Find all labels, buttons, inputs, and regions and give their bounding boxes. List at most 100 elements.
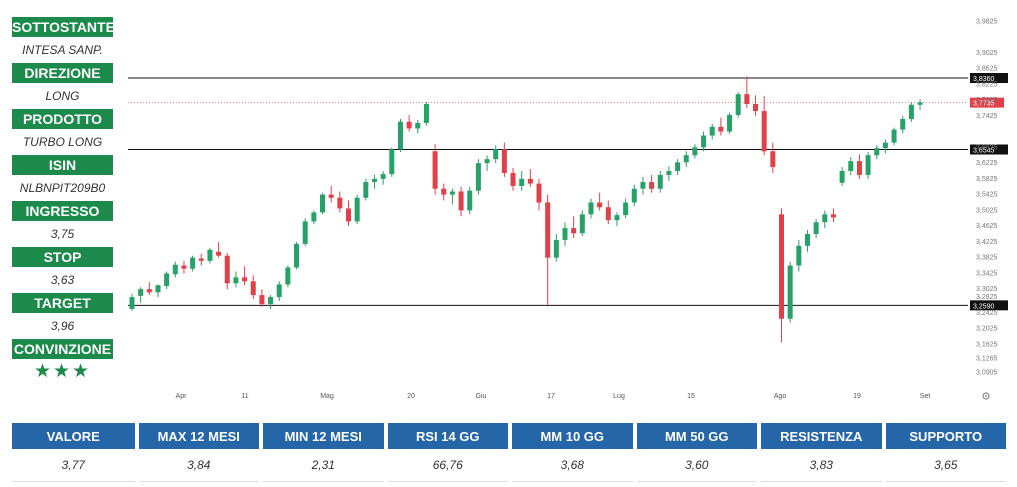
candle (389, 147, 395, 177)
candle-body (285, 267, 291, 285)
y-tick-label: 3,8225 (976, 81, 998, 88)
value-rsi-14-gg: 66,76 (385, 449, 512, 482)
candle (683, 151, 689, 168)
candle (727, 112, 733, 134)
candle (804, 230, 810, 252)
value-resistenza: 3,83 (759, 449, 886, 482)
candlestick-chart: 3,8360 3,6545 3,2590 3,7735 3,9825 3,9025 3,8… (128, 18, 1008, 400)
value-prodotto: TURBO LONG (22, 135, 103, 149)
candle-body (830, 214, 836, 218)
candle (908, 102, 914, 122)
candle-body (571, 228, 577, 234)
candle-body (493, 149, 499, 160)
candle-body (146, 289, 152, 293)
candle-body (294, 243, 300, 268)
value-valore: 3,77 (12, 449, 139, 482)
candle (579, 210, 585, 236)
x-tick-label: 19 (853, 393, 861, 400)
candle-body (320, 194, 326, 213)
y-tick-label: 3,9825 (976, 18, 998, 25)
candle-body (631, 188, 637, 203)
y-tick-label: 3,2825 (976, 294, 998, 301)
candle (501, 142, 507, 177)
candle-body (804, 234, 810, 246)
star-rating: ★★★ (33, 361, 92, 382)
level-label: 3,2590 (973, 303, 995, 310)
candle (129, 293, 135, 311)
candle (614, 212, 620, 227)
candle-body (354, 197, 360, 222)
settings-icon[interactable] (982, 392, 990, 400)
candle-body (640, 182, 646, 189)
candle (138, 287, 144, 303)
candle (891, 127, 897, 146)
candle-body (779, 214, 784, 319)
header-max-12-mesi: MAX 12 MESI (136, 423, 263, 449)
candle-body (753, 104, 759, 112)
candle (666, 166, 672, 181)
y-tick-label: 3,7825 (976, 97, 998, 104)
value-target: 3,96 (50, 319, 75, 333)
candle (718, 117, 724, 136)
candle (164, 271, 170, 290)
candle-body (545, 202, 551, 258)
value-stop: 3,63 (50, 273, 75, 287)
value-isin: NLBNPIT209B0 (19, 181, 106, 195)
last-price-label: 3,7735 (973, 101, 995, 108)
level-tag (970, 144, 1008, 155)
candle-body (588, 202, 594, 215)
candle (744, 76, 750, 108)
candle-body (138, 289, 144, 296)
y-tick-label: 3,3025 (976, 286, 998, 293)
x-tick-label: 20 (407, 393, 415, 400)
value-supporto: 3,65 (883, 449, 1010, 482)
level-label: 3,6545 (973, 148, 995, 155)
candle (675, 159, 681, 175)
header-resistenza: RESISTENZA (759, 423, 886, 449)
candle-body (735, 94, 741, 116)
candle-body (848, 161, 854, 171)
candle (467, 186, 473, 215)
candle-body (527, 178, 533, 184)
candle (250, 275, 256, 300)
x-axis: Apr 11 Mag 20 Giu 17 Lug 15 Ago 19 Set (176, 393, 931, 400)
candle-body (190, 257, 196, 269)
candle (337, 191, 343, 213)
candle (415, 119, 421, 134)
value-max-12-mesi: 3,84 (136, 449, 263, 482)
candle-body (597, 202, 603, 208)
candle (631, 184, 637, 207)
candle (190, 255, 196, 272)
candle (709, 123, 715, 140)
candle-body (683, 155, 689, 163)
candle (640, 176, 646, 195)
y-tick-label: 3,1265 (976, 356, 998, 363)
candle-body (675, 162, 681, 171)
candle (692, 144, 698, 159)
y-tick-label: 3,1625 (976, 341, 998, 348)
candle-body (605, 207, 611, 221)
candle-body (449, 191, 455, 195)
y-tick-label: 3,2425 (976, 310, 998, 317)
candle (276, 281, 282, 302)
candle (224, 252, 230, 290)
candle-body (198, 258, 204, 261)
candle-body (423, 104, 429, 123)
label-ingresso: INGRESSO (12, 201, 113, 221)
candle (701, 131, 707, 152)
candle-body (389, 149, 395, 175)
candle-body (900, 118, 906, 130)
candle (346, 200, 351, 227)
candle (198, 253, 204, 266)
label-stop: STOP (12, 247, 113, 267)
candle (155, 284, 161, 298)
candle-body (475, 163, 481, 191)
candle (432, 144, 438, 195)
candle-body (363, 182, 369, 198)
candle (770, 142, 776, 173)
x-tick-label: Lug (613, 393, 625, 400)
label-direzione: DIREZIONE (12, 63, 113, 83)
candle-body (397, 121, 403, 150)
stats-value-row: 3,77 3,84 2,31 66,76 3,68 3,60 3,83 3,65 (12, 449, 1010, 482)
candle (363, 178, 369, 201)
